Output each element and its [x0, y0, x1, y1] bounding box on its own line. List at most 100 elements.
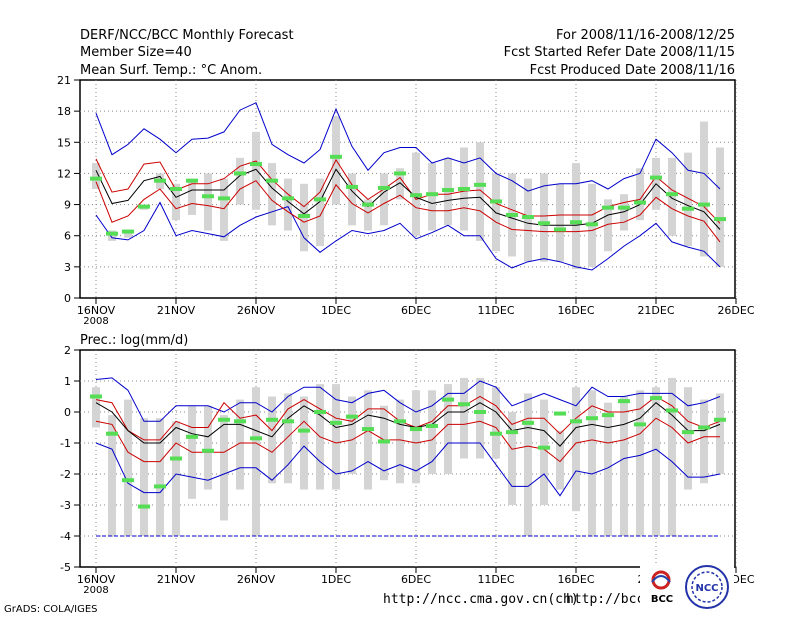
median-marker: [202, 194, 214, 199]
bcc-url-link[interactable]: http://bcc.c: [566, 592, 660, 607]
median-marker: [682, 430, 694, 435]
median-marker: [506, 212, 518, 217]
x-tick-label: 21DEC: [637, 304, 674, 317]
spread-box: [556, 430, 564, 490]
y-tick-label: -2: [60, 468, 71, 481]
spread-box: [332, 384, 340, 490]
y-tick-label: 21: [57, 74, 71, 87]
spread-box: [684, 387, 692, 490]
median-marker: [362, 202, 374, 207]
x-tick-label: 16NOV: [77, 304, 116, 317]
median-marker: [410, 427, 422, 432]
y-tick-label: 6: [64, 230, 71, 243]
spread-box: [652, 387, 660, 536]
spread-box: [396, 399, 404, 484]
median-marker: [586, 416, 598, 421]
bcc-logo: BCC: [640, 566, 684, 608]
y-tick-label: 12: [57, 167, 71, 180]
spread-box: [236, 399, 244, 490]
median-marker: [378, 439, 390, 444]
spread-box: [92, 163, 100, 189]
max-line: [95, 102, 721, 192]
spread-box: [108, 230, 116, 241]
median-marker: [218, 417, 230, 422]
median-marker: [698, 202, 710, 207]
ncc-logo: NCC: [684, 565, 734, 610]
x-tick-label: 11DEC: [477, 573, 514, 586]
y-tick-label: -5: [60, 561, 71, 574]
median-marker: [250, 436, 262, 441]
x-year-label: 2008: [83, 316, 108, 327]
spread-box: [348, 396, 356, 474]
spread-box: [156, 418, 164, 536]
median-marker: [394, 171, 406, 176]
median-marker: [106, 231, 118, 236]
median-marker: [186, 434, 198, 439]
variable-label: Mean Surf. Temp.: °C Anom.: [80, 63, 262, 78]
spread-box: [700, 121, 708, 257]
upper-line: [95, 158, 721, 224]
median-marker: [122, 478, 134, 483]
median-marker: [570, 220, 582, 225]
ncc-url-link[interactable]: http://ncc.cma.gov.cn(ch): [383, 592, 579, 607]
spread-box: [220, 415, 228, 521]
median-marker: [650, 396, 662, 401]
spread-box: [556, 183, 564, 262]
spread-box: [140, 418, 148, 536]
spread-box: [540, 399, 548, 505]
spread-box: [364, 199, 372, 231]
median-marker: [602, 205, 614, 210]
spread-box: [620, 396, 628, 536]
spread-box: [700, 399, 708, 484]
spread-box: [124, 399, 132, 536]
spread-box: [252, 387, 260, 536]
median-marker: [458, 402, 470, 407]
lower-line: [95, 180, 721, 243]
median-marker: [330, 420, 342, 425]
median-marker: [202, 448, 214, 453]
period-label: For 2008/11/16-2008/12/25: [556, 28, 735, 43]
median-marker: [442, 397, 454, 402]
spread-box: [476, 142, 484, 241]
median-marker: [234, 419, 246, 424]
spread-box: [188, 178, 196, 215]
median-marker: [394, 419, 406, 424]
y-tick-label: 0: [64, 406, 71, 419]
median-marker: [506, 430, 518, 435]
y-tick-label: -4: [60, 530, 71, 543]
median-marker: [314, 197, 326, 202]
median-marker: [106, 431, 118, 436]
spread-box: [620, 194, 628, 231]
median-marker: [298, 428, 310, 433]
median-marker: [170, 187, 182, 191]
member-size-label: Member Size=40: [80, 45, 192, 60]
x-tick-label: 1DEC: [321, 304, 351, 317]
median-marker: [122, 229, 134, 234]
median-marker: [666, 408, 678, 413]
spread-box: [604, 402, 612, 536]
median-marker: [490, 199, 502, 204]
y-tick-label: 9: [64, 199, 71, 212]
spread-box: [348, 173, 356, 226]
y-tick-label: 3: [64, 261, 71, 274]
median-marker: [90, 176, 102, 181]
spread-box: [204, 405, 212, 490]
median-marker: [378, 185, 390, 190]
x-tick-label: 21NOV: [157, 573, 196, 586]
mean-line: [95, 168, 721, 230]
forecast-title: DERF/NCC/BCC Monthly Forecast: [80, 28, 294, 43]
spread-box: [204, 173, 212, 231]
min-line: [95, 201, 721, 271]
median-marker: [442, 188, 454, 193]
spread-box: [284, 178, 292, 231]
x-tick-label: 1DEC: [321, 573, 351, 586]
median-marker: [554, 411, 566, 416]
grads-credit: GrADS: COLA/IGES: [4, 604, 98, 615]
median-marker: [410, 193, 422, 198]
produced-date-label: Fcst Produced Date 2008/11/16: [530, 63, 735, 78]
median-marker: [650, 175, 662, 180]
median-marker: [426, 192, 438, 197]
x-tick-label: 26DEC: [717, 304, 754, 317]
median-marker: [490, 431, 502, 436]
